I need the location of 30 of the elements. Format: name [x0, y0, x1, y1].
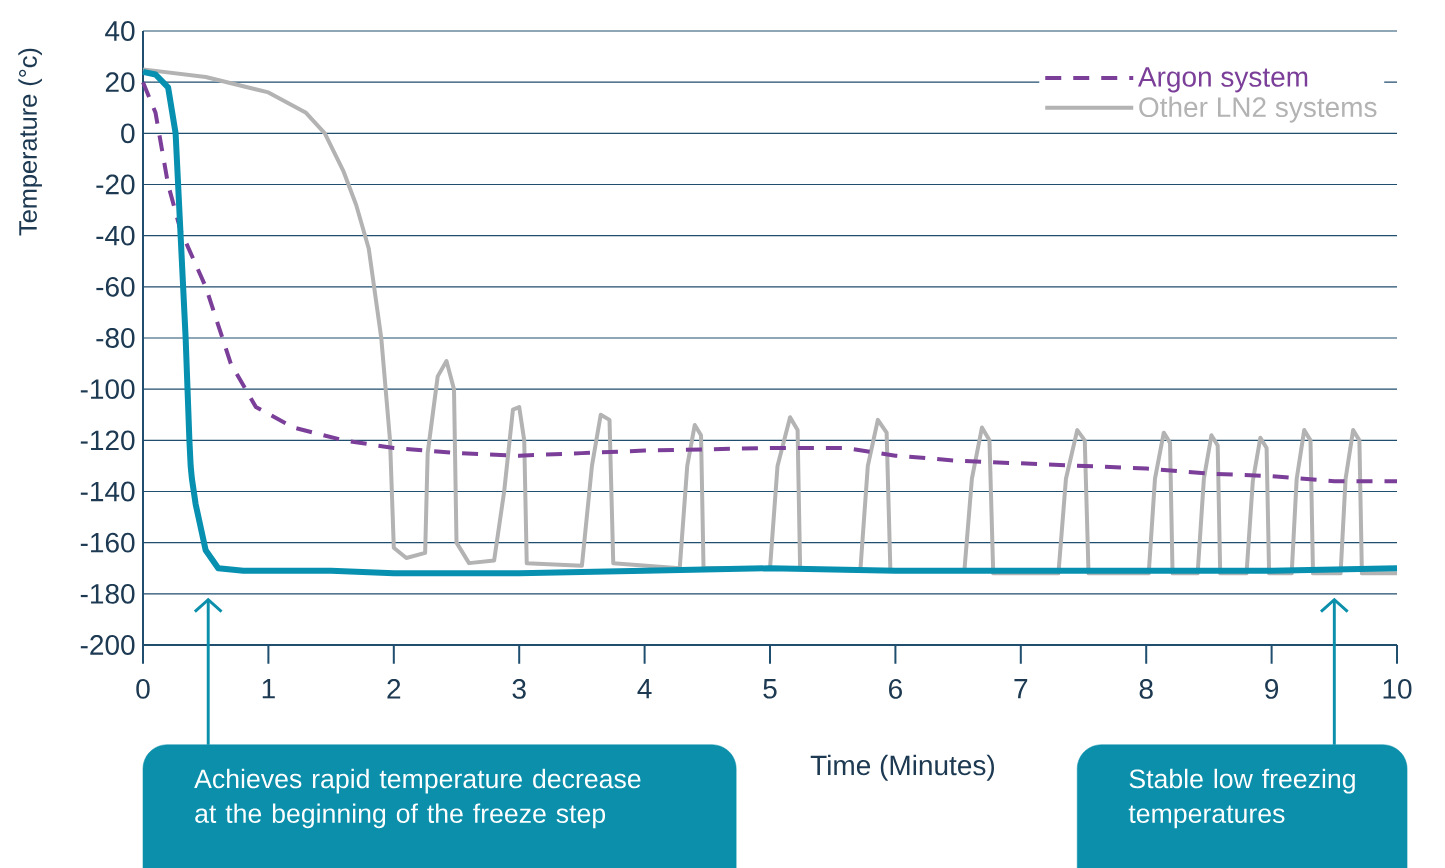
x-tick-label: 0 — [136, 679, 150, 699]
x-tick-label: 4 — [637, 679, 652, 699]
x-tick-label: 6 — [889, 679, 902, 699]
legend-label: Other LN2 systems — [1139, 96, 1377, 123]
x-tick-label: 5 — [763, 679, 777, 699]
x-tick-label: 10 — [1383, 679, 1412, 699]
y-tick-label: 40 — [105, 21, 135, 41]
y-tick-label: 20 — [105, 72, 135, 93]
y-tick-label: 0 — [121, 123, 135, 144]
y-axis-title: Temperature (°c) — [18, 48, 42, 236]
x-tick-label: 3 — [512, 679, 526, 699]
y-tick-label: -200 — [80, 635, 135, 655]
y-tick-label: -140 — [80, 481, 135, 502]
text: Achieves rapid temperature decrease at the beginning of the freeze step — [194, 768, 641, 829]
y-tick-label: -20 — [96, 174, 135, 195]
x-tick-label: 1 — [262, 679, 275, 699]
legend-label: Argon system — [1137, 67, 1308, 93]
x-tick-label: 8 — [1139, 679, 1153, 699]
y-tick-label: -160 — [80, 532, 135, 553]
y-tick-label: -40 — [96, 225, 135, 246]
x-tick-label: 7 — [1014, 679, 1028, 699]
y-tick-label: -120 — [80, 430, 135, 451]
y-tick-label: -100 — [80, 379, 135, 400]
x-tick-label: 9 — [1265, 679, 1279, 699]
y-tick-label: -80 — [96, 328, 135, 348]
text: Stable low freezing temperatures — [1128, 768, 1355, 829]
y-tick-label: -60 — [96, 276, 135, 297]
x-tick-label: 2 — [387, 679, 401, 699]
y-tick-label: -180 — [80, 583, 135, 604]
x-axis-title: Time (Minutes) — [810, 754, 994, 781]
